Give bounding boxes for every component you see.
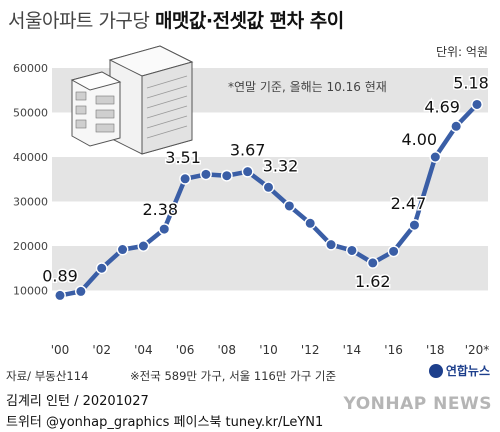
x-tick-label: '10 (259, 343, 278, 357)
social-line: 트위터 @yonhap_graphics 페이스북 tuney.kr/LeYN1 (6, 415, 324, 430)
data-label: 2.38 (142, 200, 178, 219)
data-point (116, 243, 129, 256)
x-tick-label: '16 (384, 343, 403, 357)
data-point (345, 244, 358, 257)
data-label: 1.62 (355, 272, 391, 291)
logo-mark-icon (428, 363, 443, 378)
data-label: 5.18 (453, 73, 489, 92)
data-point (408, 219, 421, 231)
credit-line: 김계리 인턴 / 20201027 (6, 394, 149, 409)
x-tick-label: '02 (92, 343, 111, 357)
x-tick-label: '14 (343, 343, 362, 357)
data-point (241, 165, 254, 178)
data-point (429, 151, 442, 163)
data-point (158, 223, 171, 235)
data-point (366, 257, 379, 269)
y-tick-label: 20000 (13, 240, 48, 253)
data-point (54, 289, 66, 302)
data-label: 3.67 (230, 141, 266, 160)
footnote: ※전국 589만 가구, 서울 116만 가구 기준 (130, 369, 337, 383)
data-point (179, 172, 192, 185)
data-point (137, 240, 150, 252)
y-tick-label: 60000 (13, 62, 48, 75)
x-tick-label: '00 (51, 343, 70, 357)
y-tick-label: 30000 (13, 196, 48, 209)
data-label: 0.89 (42, 266, 78, 285)
logo-text: 연합뉴스 (445, 364, 490, 378)
chart-title: 서울아파트 가구당 매맷값·전셋값 편차 추이 (8, 6, 344, 33)
data-label: 4.00 (401, 130, 437, 149)
data-point (74, 285, 87, 298)
data-labels: 0.89 2.38 3.51 3.673.32 1.62 2.47 4.00 4.69 5.18 (41, 72, 491, 292)
data-point (200, 168, 212, 181)
title-light: 서울아파트 가구당 (8, 10, 150, 32)
apartment-building-icon (70, 45, 194, 155)
y-tick-label: 10000 (13, 285, 48, 298)
unit-label: 단위: 억원 (435, 45, 488, 59)
x-tick-label: '08 (218, 343, 237, 357)
data-point (95, 262, 108, 275)
x-tick-label: '04 (134, 343, 153, 357)
x-axis-ticks: '00 '02 '04 '06 '08 '10 '12 '14 '16 '18 '20* (51, 343, 490, 357)
source-note: 자료/ 부동산114 (6, 369, 89, 383)
title-bold: 매맷값·전셋값 편차 추이 (154, 10, 344, 32)
data-label: 2.47 (391, 194, 427, 213)
data-point (304, 217, 317, 230)
data-point (387, 245, 400, 258)
watermark: YONHAP NEWS (343, 394, 492, 414)
data-note: *연말 기준, 올해는 10.16 현재 (228, 80, 387, 94)
series-main (54, 98, 483, 302)
data-point (450, 120, 463, 133)
data-label: 3.32 (263, 156, 299, 175)
x-tick-label: '18 (426, 343, 445, 357)
data-label: 4.69 (424, 97, 460, 116)
y-tick-label: 50000 (13, 107, 48, 120)
data-point (471, 98, 483, 111)
data-point (220, 169, 233, 182)
data-point (325, 238, 337, 251)
grid-band (52, 157, 488, 202)
x-tick-label: '20* (465, 343, 490, 357)
y-axis-ticks: 10000 20000 30000 40000 50000 60000 (13, 62, 48, 298)
x-tick-label: '06 (176, 343, 195, 357)
data-label: 3.51 (165, 148, 201, 167)
data-point (283, 200, 296, 212)
x-tick-label: '12 (301, 343, 320, 357)
data-point (262, 181, 275, 194)
y-tick-label: 40000 (13, 151, 48, 164)
yonhap-logo: 연합뉴스 (428, 362, 490, 379)
